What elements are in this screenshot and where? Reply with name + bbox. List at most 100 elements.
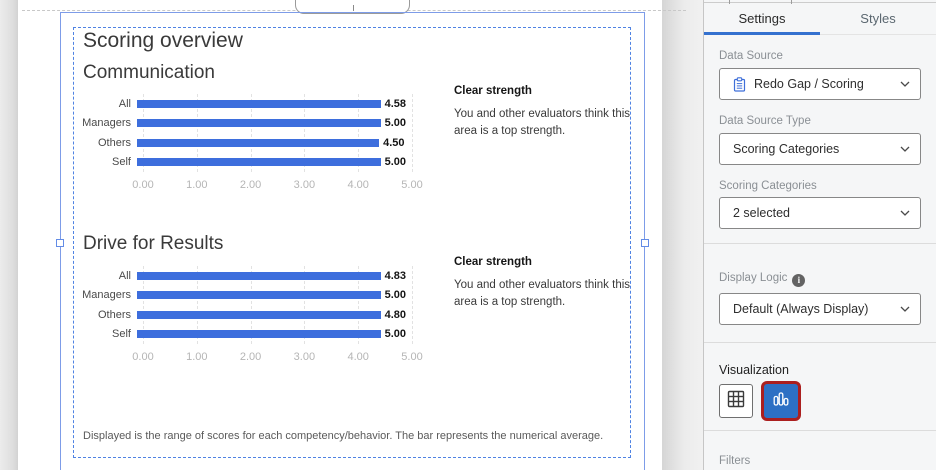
bar-row: Self 5.00 <box>76 153 496 173</box>
bar-row: Self 5.00 <box>76 325 496 345</box>
chevron-down-icon <box>900 210 910 216</box>
data-source-label: Data Source <box>719 50 783 62</box>
visualization-bar-chart-button[interactable] <box>764 384 798 418</box>
table-icon <box>727 390 745 413</box>
bar <box>137 291 381 300</box>
display-logic-dropdown[interactable]: Default (Always Display) <box>719 293 921 325</box>
gridline <box>196 266 198 344</box>
bar-value-label: 4.80 <box>384 308 406 321</box>
info-icon[interactable]: i <box>792 273 806 287</box>
bar-row: All 4.58 <box>76 94 496 114</box>
bar-row: Others 4.80 <box>76 305 496 325</box>
chart-rows: All 4.58 Managers 5.00 Others 4.50 Self 5.00 <box>76 94 496 172</box>
page-handle-control[interactable] <box>295 0 410 14</box>
axis-tick-label: 3.00 <box>293 179 316 191</box>
gridline <box>358 266 360 344</box>
bar-value-label: 5.00 <box>384 156 406 169</box>
bar-category-label: Managers <box>82 289 131 302</box>
data-source-value: Redo Gap / Scoring <box>754 77 864 91</box>
bar-category-label: Others <box>97 136 131 149</box>
callout-body: You and other evaluators think this area… <box>454 108 631 138</box>
scoring-categories-label: Scoring Categories <box>719 180 817 192</box>
visualization-table-button[interactable] <box>719 384 753 418</box>
display-logic-value: Default (Always Display) <box>733 302 869 316</box>
section-divider <box>704 243 936 244</box>
chart-drive-for-results: All 4.83 Managers 5.00 Others 4.80 Self 5.00 0.… <box>76 266 496 363</box>
display-logic-label: Display Logic i <box>719 272 806 287</box>
data-source-type-dropdown[interactable]: Scoring Categories <box>719 133 921 165</box>
bar-category-label: Self <box>112 156 131 169</box>
visualization-options <box>719 384 798 418</box>
axis-tick-label: 1.00 <box>186 179 208 191</box>
widget-title: Scoring overview <box>83 29 243 52</box>
bar-value-label: 4.58 <box>384 97 406 110</box>
bar-value-label: 4.83 <box>384 269 406 282</box>
visualization-label: Visualization <box>719 363 789 377</box>
resize-handle-left[interactable] <box>56 239 64 247</box>
chevron-down-icon <box>900 306 910 312</box>
bar <box>137 119 381 128</box>
data-source-dropdown[interactable]: Redo Gap / Scoring <box>719 68 921 100</box>
gridline <box>304 266 306 344</box>
bar <box>137 138 380 147</box>
scoring-categories-value: 2 selected <box>733 206 790 220</box>
bar-category-label: All <box>118 269 131 282</box>
callout-title: Clear strength <box>454 85 532 97</box>
page-handle-tick-icon <box>352 5 354 11</box>
chart-gridlines <box>143 266 413 344</box>
bar <box>137 99 381 108</box>
data-source-type-label: Data Source Type <box>719 115 811 127</box>
chart-rows: All 4.83 Managers 5.00 Others 4.80 Self 5.00 <box>76 266 496 344</box>
axis-tick-label: 4.00 <box>347 351 369 363</box>
bar-row: Managers 5.00 <box>76 286 496 306</box>
gridline <box>143 266 144 344</box>
panel-tab-bar: Settings Styles <box>704 3 936 35</box>
callout-body: You and other evaluators think this area… <box>454 279 631 309</box>
bar <box>137 158 381 167</box>
settings-panel: Settings Styles Data Source Redo Gap / S… <box>703 0 936 470</box>
bar-row: All 4.83 <box>76 266 496 286</box>
widget-caption: Displayed is the range of scores for eac… <box>83 430 604 442</box>
axis-tick-label: 1.00 <box>186 351 208 363</box>
workspace-right-margin <box>662 0 703 470</box>
clipboard-icon <box>733 76 746 92</box>
axis-tick-label: 3.00 <box>293 351 316 363</box>
gridline <box>412 266 413 344</box>
bar-row: Managers 5.00 <box>76 114 496 134</box>
axis-tick-label: 0.00 <box>132 179 154 191</box>
gridline <box>358 94 360 172</box>
bar-category-label: Self <box>112 328 131 341</box>
section-divider <box>704 342 936 343</box>
chart-x-axis: 0.00 1.00 2.00 3.00 4.00 5.00 <box>132 179 422 193</box>
bar-value-label: 5.00 <box>384 289 406 302</box>
bar-chart-icon <box>772 390 790 413</box>
chart-communication: All 4.58 Managers 5.00 Others 4.50 Self 5.00 0.… <box>76 94 496 191</box>
resize-handle-right[interactable] <box>641 239 649 247</box>
chevron-down-icon <box>900 146 910 152</box>
gridline <box>412 94 413 172</box>
chart-gridlines <box>143 94 413 172</box>
section-divider <box>704 430 936 431</box>
bar-value-label: 4.50 <box>383 136 405 149</box>
gridline <box>250 266 252 344</box>
bar <box>137 271 381 280</box>
chart-1-heading: Communication <box>83 62 215 83</box>
callout-title: Clear strength <box>454 256 532 268</box>
scoring-overview-widget[interactable]: Scoring overview Communication All 4.58 Ma… <box>73 27 631 458</box>
tab-settings[interactable]: Settings <box>704 3 820 35</box>
chart-2-heading: Drive for Results <box>83 233 224 254</box>
chart-x-axis: 0.00 1.00 2.00 3.00 4.00 5.00 <box>132 351 422 365</box>
bar-value-label: 5.00 <box>384 117 406 130</box>
gridline <box>250 94 252 172</box>
bar-value-label: 5.00 <box>384 328 406 341</box>
axis-tick-label: 0.00 <box>132 351 154 363</box>
axis-tick-label: 5.00 <box>401 351 423 363</box>
panel-top-divider <box>704 2 936 3</box>
gridline <box>304 94 306 172</box>
axis-tick-label: 5.00 <box>401 179 423 191</box>
scoring-categories-dropdown[interactable]: 2 selected <box>719 197 921 229</box>
clipped-toolbar-tick <box>729 0 730 4</box>
tab-styles[interactable]: Styles <box>860 11 896 26</box>
gridline <box>196 94 198 172</box>
